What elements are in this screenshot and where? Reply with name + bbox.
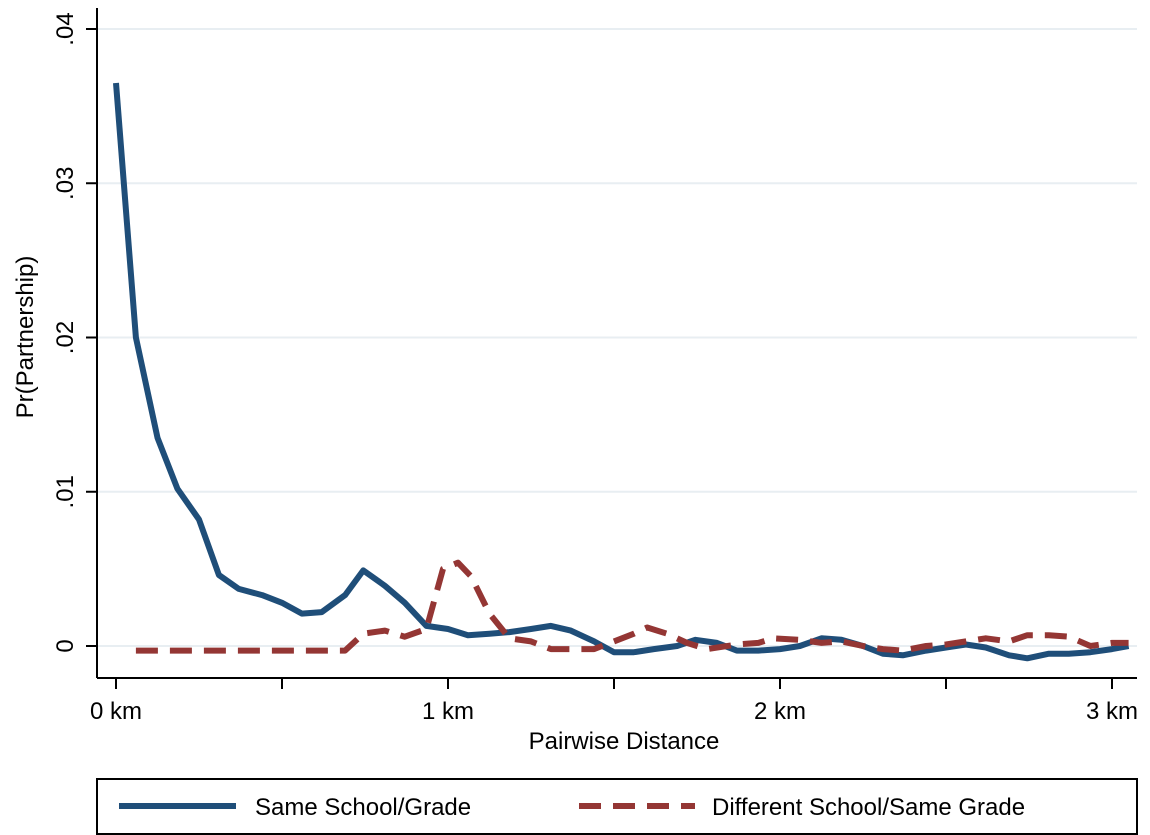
legend-label-different-school-same-grade: Different School/Same Grade bbox=[712, 794, 1025, 821]
y-axis-title: Pr(Partnership) bbox=[12, 256, 39, 419]
x-tick-label: 2 km bbox=[754, 698, 806, 725]
x-tick-label: 1 km bbox=[422, 698, 474, 725]
tick-labels: 0 .01 .02 .03 .04 0 km 1 km 2 km 3 km bbox=[52, 12, 1138, 725]
y-tick-label: .01 bbox=[52, 475, 79, 508]
x-axis-title: Pairwise Distance bbox=[529, 728, 720, 755]
legend-label-same-school-grade: Same School/Grade bbox=[255, 794, 471, 821]
y-tick-label: .03 bbox=[52, 167, 79, 200]
x-tick-label: 3 km bbox=[1086, 698, 1138, 725]
x-tick-label: 0 km bbox=[90, 698, 142, 725]
y-tick-label: .04 bbox=[52, 12, 79, 45]
y-tick-label: 0 bbox=[52, 639, 79, 652]
series-line-0 bbox=[113, 82, 1130, 662]
series bbox=[113, 82, 1130, 662]
series-line-1 bbox=[135, 559, 1129, 654]
axes bbox=[86, 8, 1137, 689]
y-tick-label: .02 bbox=[52, 321, 79, 354]
legend: Same School/Grade Different School/Same … bbox=[96, 778, 1138, 835]
